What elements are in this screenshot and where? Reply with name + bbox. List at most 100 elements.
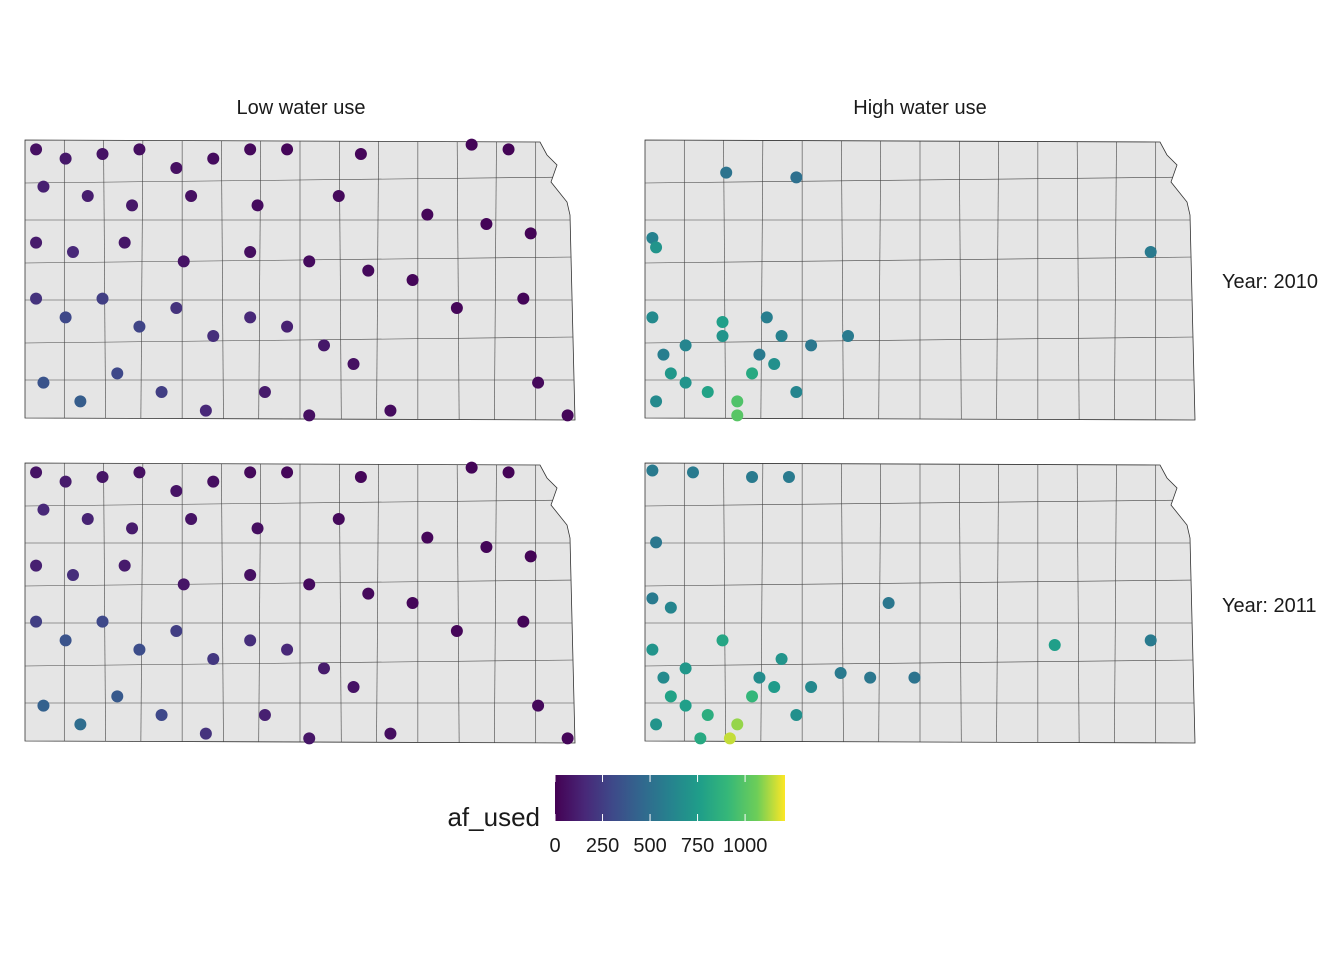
facet-title: Low water use: [237, 97, 366, 119]
county-lines: [645, 463, 1195, 743]
well-point: [185, 190, 198, 202]
well-point: [790, 709, 803, 721]
well-point: [646, 311, 659, 324]
county-line: [494, 140, 497, 420]
well-point: [281, 320, 294, 333]
well-point: [768, 681, 781, 693]
well-point: [37, 699, 50, 712]
well-point: [664, 601, 677, 614]
well-point: [30, 292, 43, 305]
well-point: [185, 513, 198, 525]
well-point: [30, 466, 43, 479]
well-point: [317, 662, 330, 675]
legend-tick-label: 250: [586, 835, 619, 857]
well-point: [480, 541, 493, 553]
facet-row-label: Year: 2011: [1222, 595, 1317, 617]
well-point: [170, 485, 183, 497]
well-point: [657, 348, 670, 361]
well-point: [207, 475, 220, 488]
map-panel: [24, 461, 576, 745]
county-line: [841, 140, 844, 420]
well-point: [96, 615, 109, 628]
well-point: [281, 643, 294, 656]
well-point: [96, 471, 109, 483]
well-point: [517, 615, 530, 628]
well-point: [244, 246, 257, 258]
well-point: [384, 727, 397, 740]
well-point: [753, 348, 766, 361]
county-line: [958, 463, 962, 743]
well-point: [281, 466, 294, 479]
well-point: [908, 671, 921, 684]
well-point: [465, 461, 478, 474]
well-point: [524, 227, 537, 240]
well-point: [244, 466, 257, 479]
well-point: [723, 732, 736, 745]
well-point: [81, 513, 94, 525]
well-point: [502, 143, 515, 156]
well-point: [118, 236, 131, 249]
county-line: [103, 463, 106, 743]
well-point: [347, 681, 360, 693]
well-point: [864, 671, 877, 684]
well-point: [731, 395, 744, 408]
well-point: [561, 732, 574, 745]
legend-tick-label: 1000: [723, 835, 768, 857]
well-point: [199, 727, 212, 740]
well-point: [775, 330, 788, 342]
well-point: [768, 358, 781, 370]
well-point: [59, 475, 72, 488]
county-line: [25, 499, 575, 507]
well-point: [701, 386, 714, 398]
well-point: [421, 208, 434, 221]
well-point: [561, 409, 574, 422]
well-point: [517, 292, 530, 305]
well-point: [731, 409, 744, 422]
well-point: [126, 522, 139, 535]
well-point: [406, 597, 419, 609]
well-point: [170, 302, 183, 314]
well-point: [177, 255, 190, 268]
well-point: [66, 246, 79, 258]
well-point: [30, 143, 43, 156]
well-point: [133, 466, 146, 479]
county-line: [376, 140, 379, 420]
well-point: [746, 690, 759, 703]
county-line: [103, 140, 106, 420]
well-point: [317, 339, 330, 352]
well-point: [96, 148, 109, 160]
well-point: [37, 503, 50, 516]
county-line: [645, 176, 1195, 184]
well-point: [646, 592, 659, 605]
well-point: [650, 241, 663, 254]
well-point: [421, 531, 434, 544]
well-point: [170, 625, 183, 637]
county-line: [958, 140, 962, 420]
county-line: [760, 140, 764, 420]
well-point: [30, 559, 43, 572]
well-point: [1048, 639, 1061, 651]
well-point: [790, 171, 803, 184]
county-line: [376, 463, 379, 743]
well-point: [74, 395, 87, 408]
well-point: [170, 162, 183, 174]
county-line: [456, 140, 460, 420]
county-line: [25, 336, 575, 344]
well-point: [450, 302, 463, 314]
well-point: [716, 316, 729, 328]
well-point: [746, 471, 759, 483]
well-point: [746, 367, 759, 380]
well-point: [111, 367, 124, 380]
well-point: [664, 367, 677, 380]
well-point: [650, 718, 663, 731]
county-line: [338, 463, 342, 743]
well-point: [133, 143, 146, 156]
well-point: [362, 264, 375, 277]
county-lines: [25, 463, 575, 743]
well-point: [657, 671, 670, 684]
well-point: [646, 232, 659, 244]
well-point: [1144, 246, 1157, 258]
well-point: [281, 143, 294, 156]
county-line: [645, 336, 1195, 344]
